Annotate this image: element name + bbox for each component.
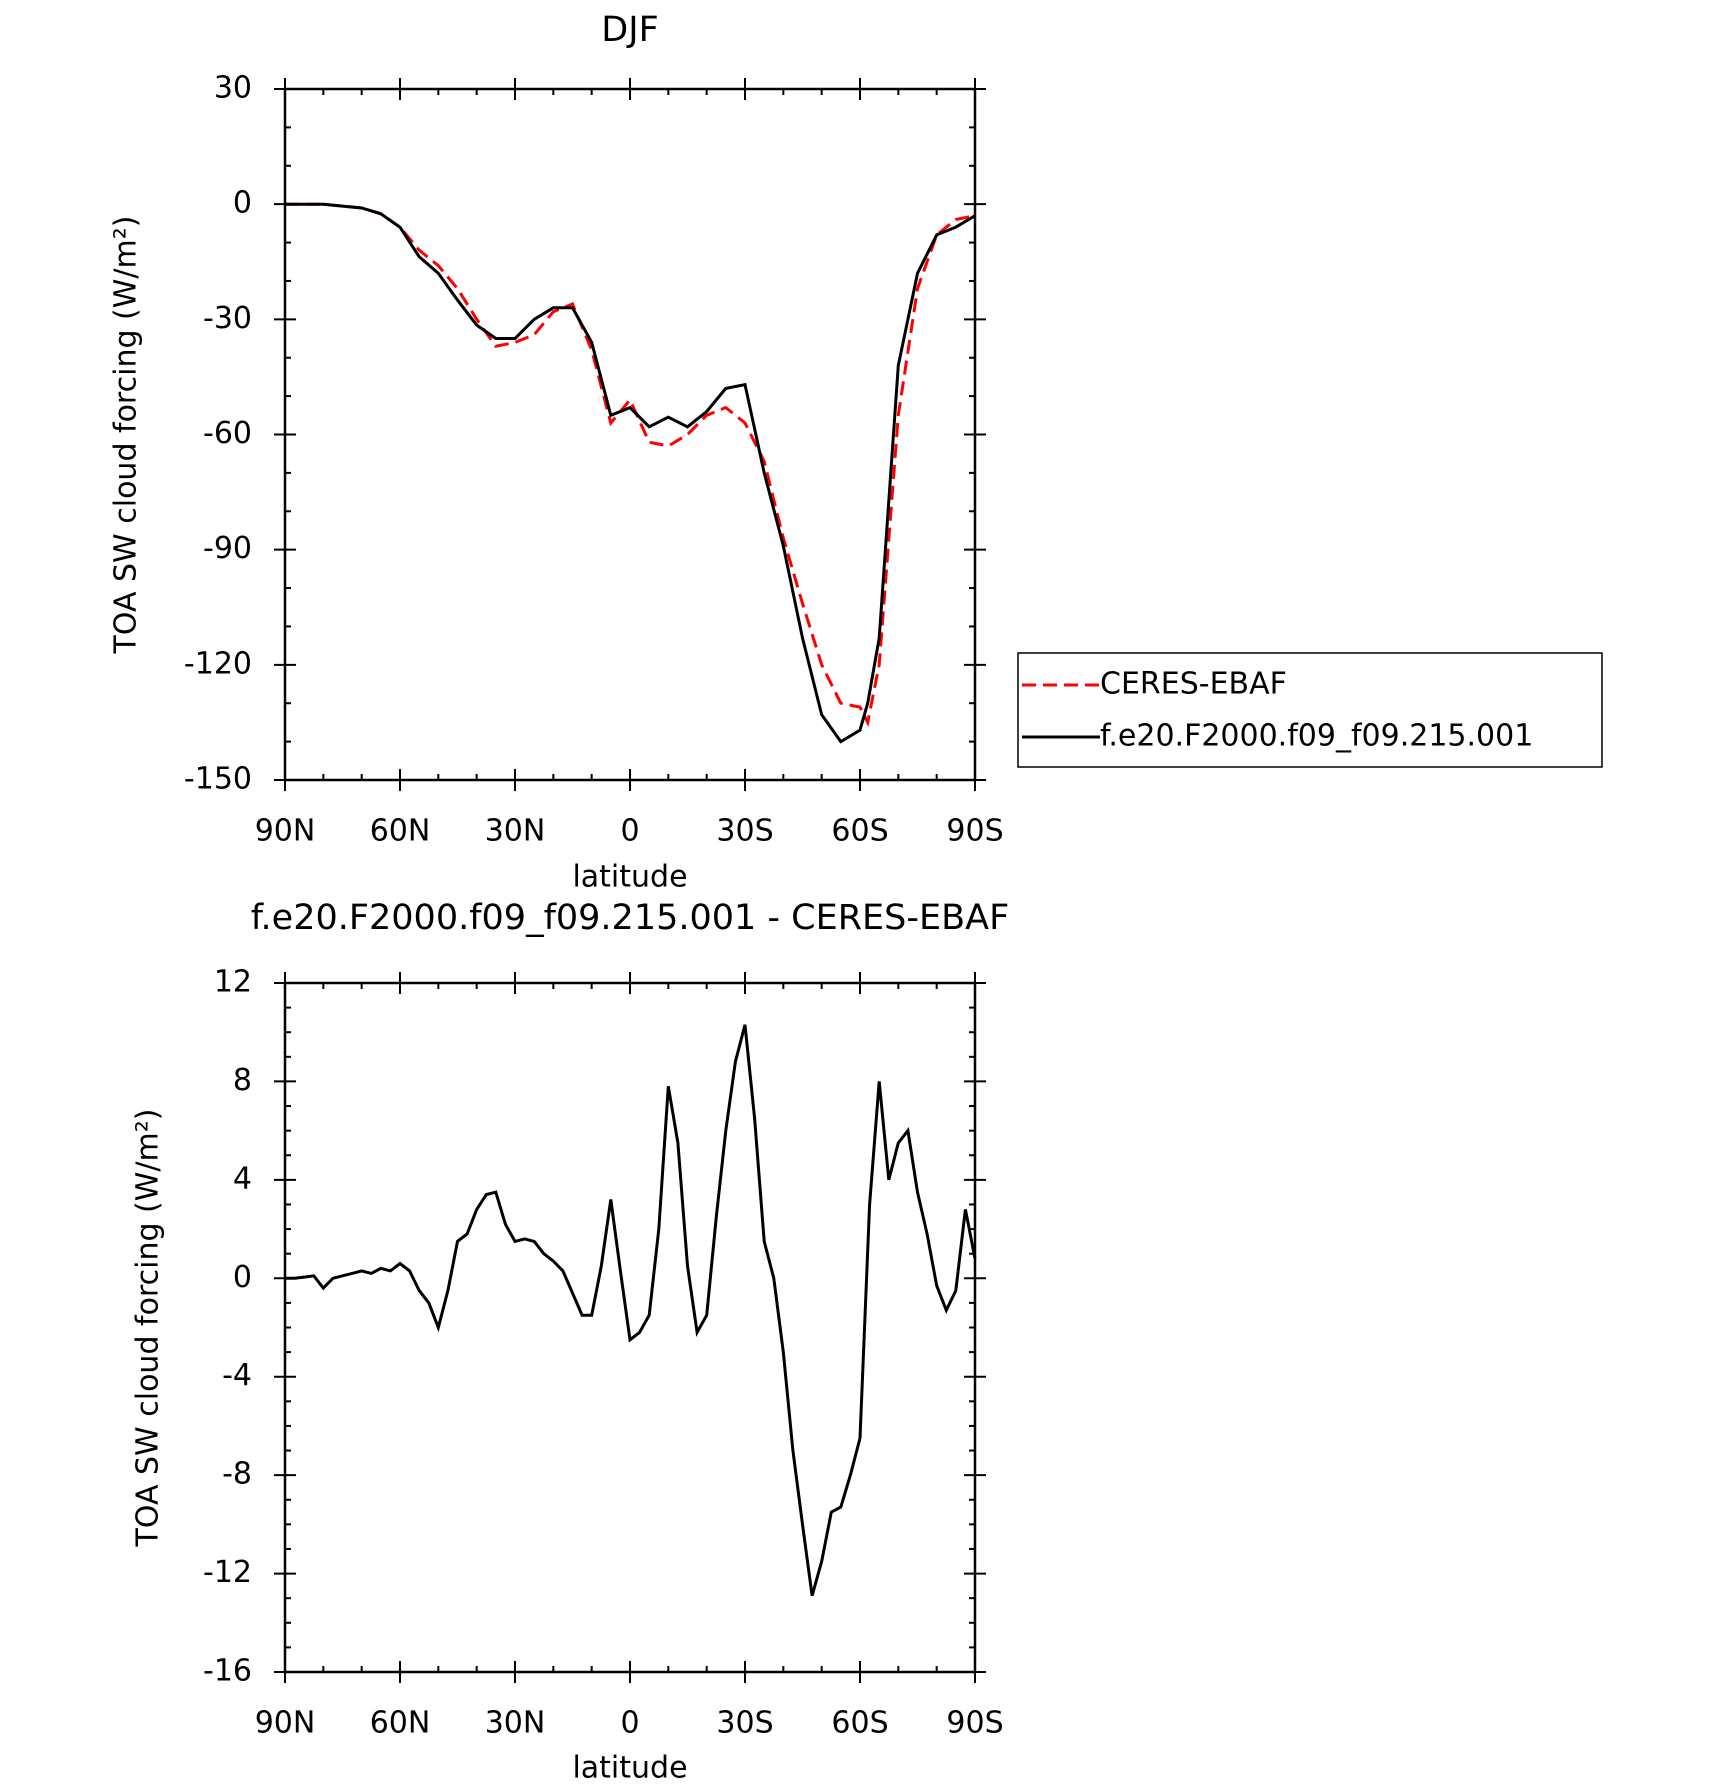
y-tick-label: -60 — [203, 416, 252, 451]
x-tick-label: 0 — [620, 814, 639, 849]
y-tick-label: 0 — [233, 1260, 252, 1295]
x-tick-label: 30S — [716, 1706, 773, 1741]
y-tick-label: 4 — [233, 1161, 252, 1196]
data-line — [285, 202, 976, 727]
x-tick-label: 30N — [485, 814, 546, 849]
y-axis-label: TOA SW cloud forcing (W/m²) — [109, 216, 144, 655]
chart-title: DJF — [601, 10, 658, 50]
y-tick-label: 0 — [233, 186, 252, 221]
y-tick-label: -150 — [184, 762, 252, 797]
y-tick-label: -16 — [203, 1654, 252, 1689]
y-axis-label: TOA SW cloud forcing (W/m²) — [131, 1109, 166, 1548]
x-axis-label: latitude — [572, 1751, 687, 1786]
x-tick-label: 90S — [946, 814, 1003, 849]
y-tick-label: 30 — [214, 71, 252, 106]
x-tick-label: 30N — [485, 1706, 546, 1741]
x-tick-label: 60N — [370, 1706, 431, 1741]
x-tick-label: 90N — [255, 1706, 316, 1741]
chart-title: f.e20.F2000.f09_f09.215.001 - CERES-EBAF — [251, 898, 1009, 938]
y-tick-label: -90 — [203, 531, 252, 566]
data-line — [285, 202, 976, 744]
x-tick-label: 30S — [716, 814, 773, 849]
y-tick-label: 8 — [233, 1063, 252, 1098]
y-tick-label: 12 — [214, 965, 252, 1000]
y-tick-label: -8 — [222, 1457, 252, 1492]
legend-label: CERES-EBAF — [1100, 667, 1287, 702]
x-tick-label: 60S — [831, 1706, 888, 1741]
x-tick-label: 60N — [370, 814, 431, 849]
x-tick-label: 60S — [831, 814, 888, 849]
data-line — [285, 1024, 977, 1597]
x-tick-label: 90N — [255, 814, 316, 849]
x-axis-label: latitude — [572, 860, 687, 895]
y-tick-label: -12 — [203, 1555, 252, 1590]
y-tick-label: -4 — [222, 1358, 252, 1393]
x-tick-label: 90S — [946, 1706, 1003, 1741]
legend-label: f.e20.F2000.f09_f09.215.001 — [1100, 719, 1533, 754]
legend-box — [1017, 652, 1603, 768]
y-tick-label: -30 — [203, 301, 252, 336]
x-tick-label: 0 — [620, 1706, 639, 1741]
y-tick-label: -120 — [184, 646, 252, 681]
